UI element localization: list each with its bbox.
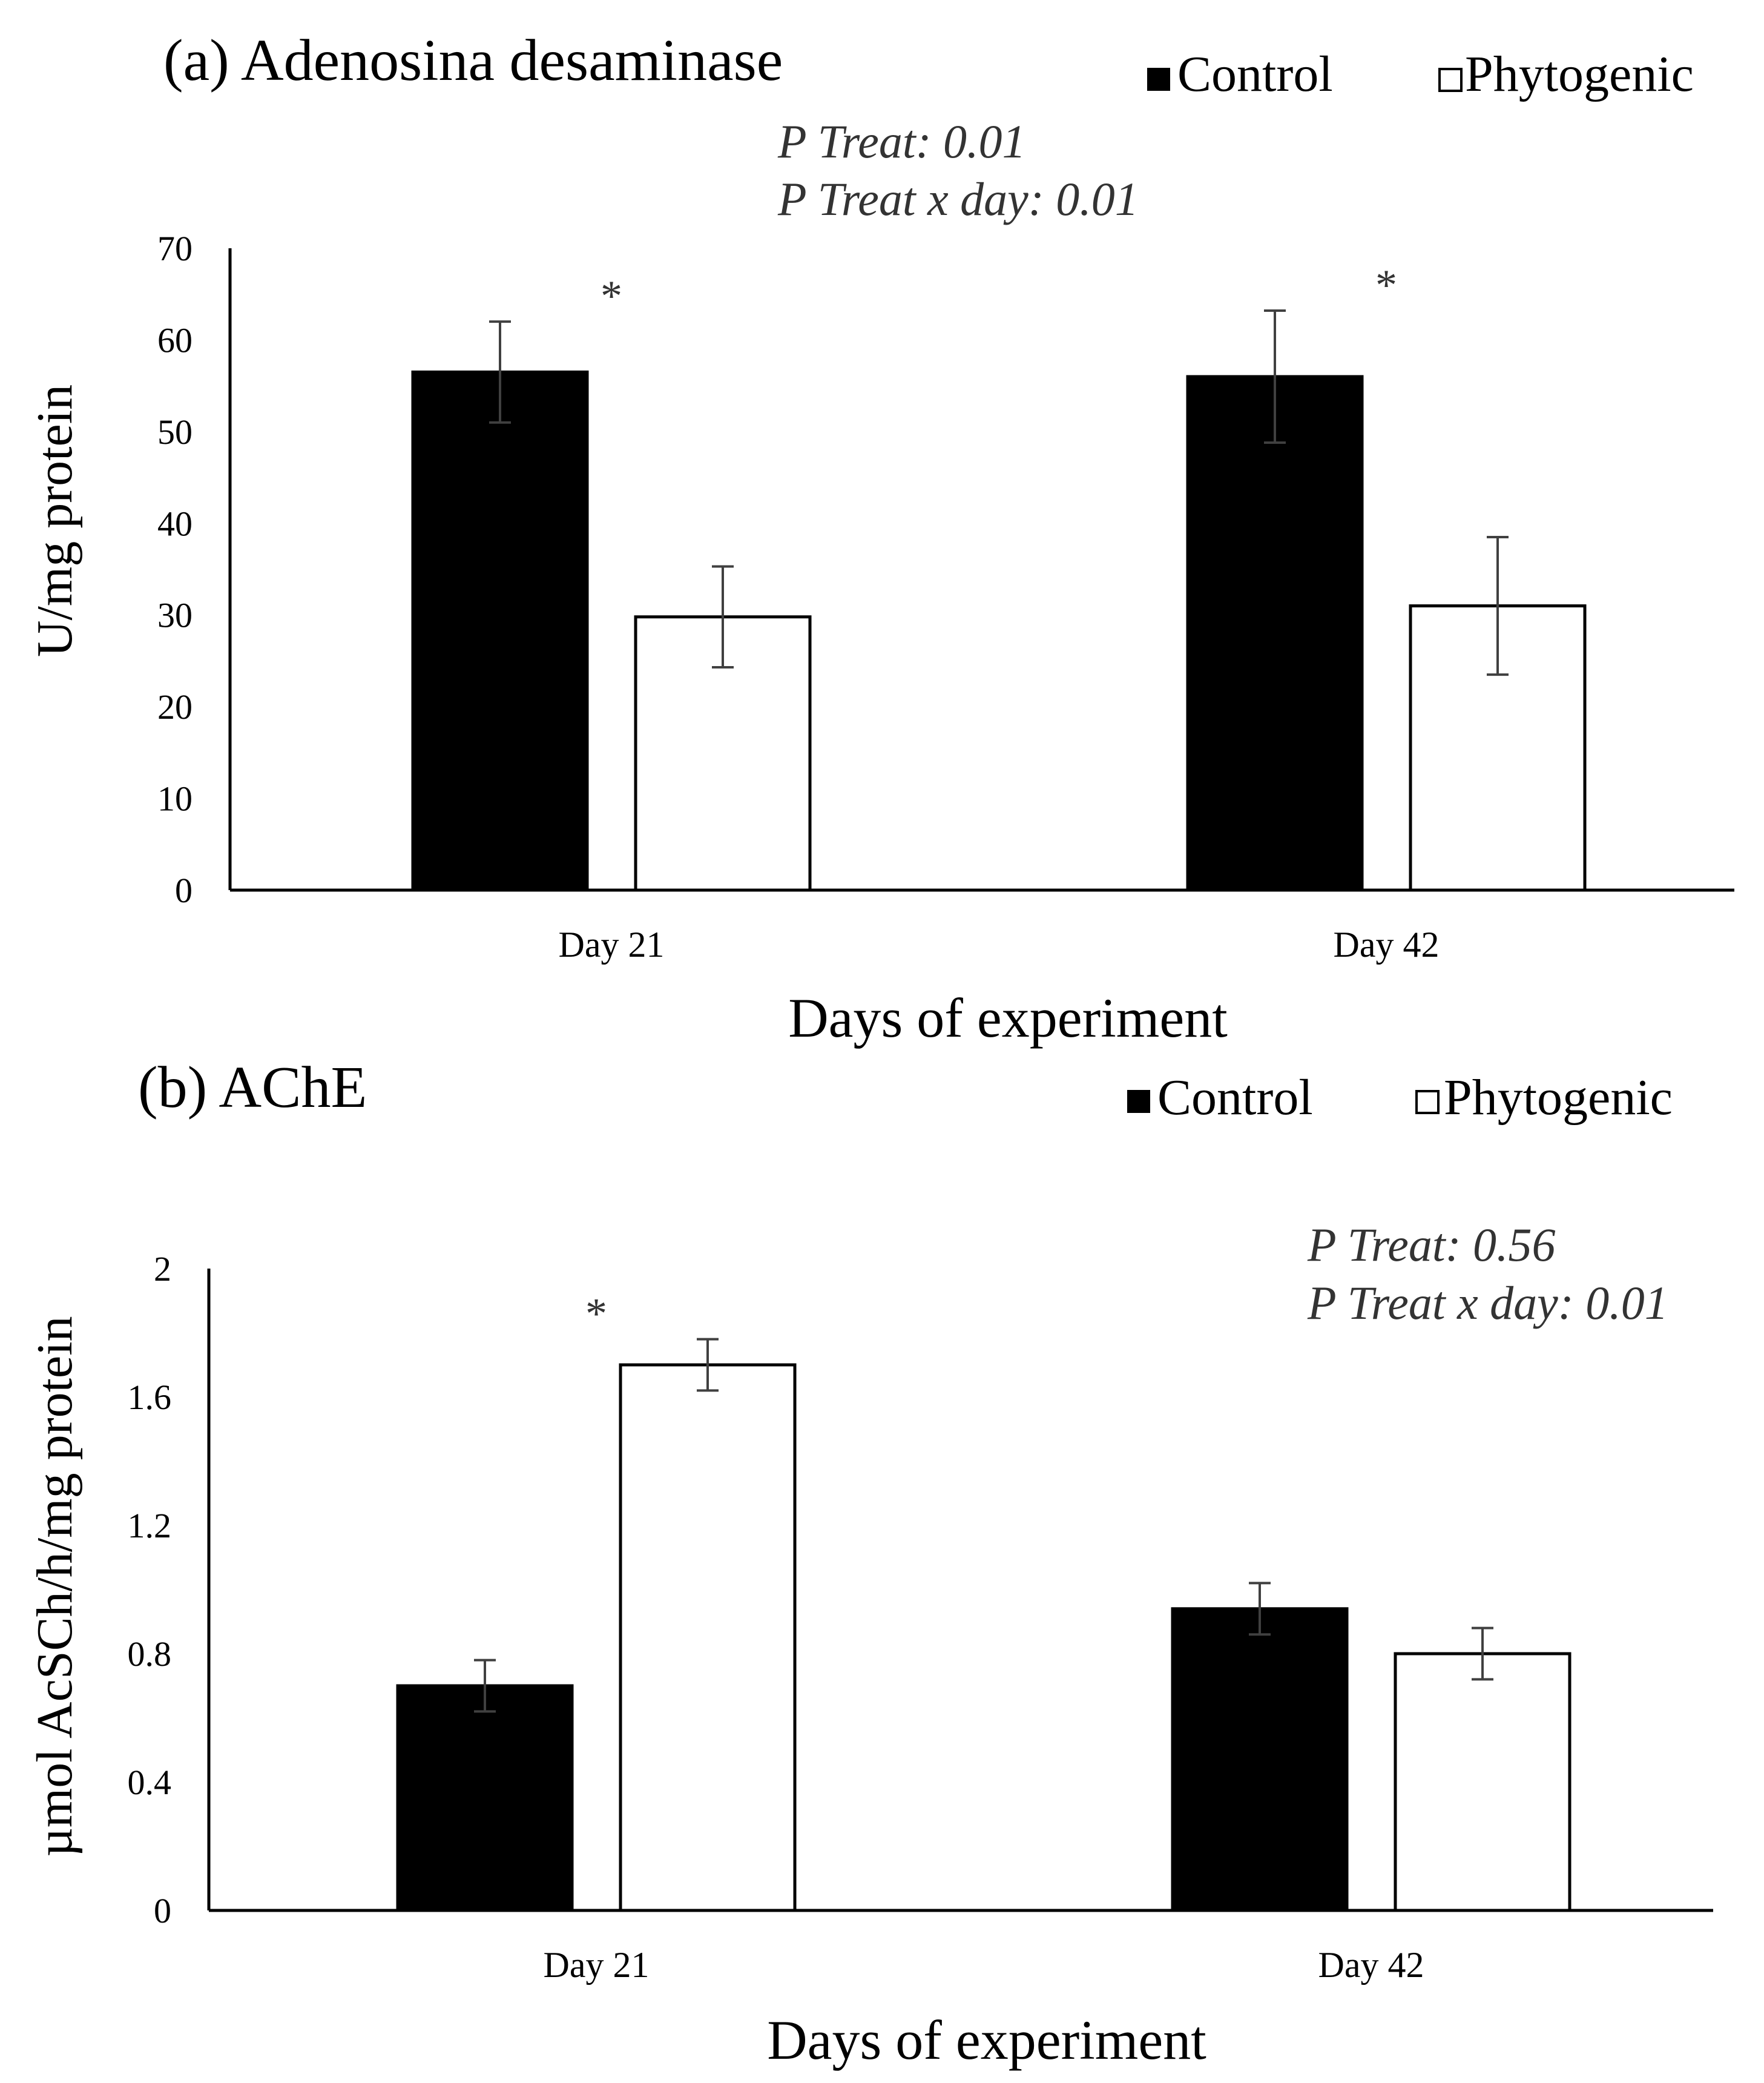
panel-a-chart: (a) Adenosina desaminase Control Phytoge… xyxy=(27,28,1734,1049)
stats-annotation-treat: P Treat: 0.56 xyxy=(1307,1218,1556,1271)
legend-label-phytogenic: Phytogenic xyxy=(1444,1069,1673,1126)
x-tick-label: Day 42 xyxy=(1318,1945,1424,1985)
y-tick-label: 50 xyxy=(157,412,193,452)
bar-phytogenic-2 xyxy=(1394,1652,1571,1912)
y-tick-label: 10 xyxy=(157,779,193,819)
significance-marker: * xyxy=(585,1290,607,1338)
legend: Control Phytogenic xyxy=(1147,46,1694,102)
panel-b-chart: (b) AChE Control Phytogenic P Treat: 0.5… xyxy=(27,1055,1713,2071)
y-axis-label: U/mg protein xyxy=(27,385,83,657)
y-tick-label: 1.6 xyxy=(128,1378,172,1417)
y-tick-label: 40 xyxy=(157,504,193,543)
y-tick-label: 30 xyxy=(157,596,193,635)
legend-swatch-phytogenic xyxy=(1438,68,1463,92)
bar-control-1 xyxy=(396,1684,574,1912)
y-tick-label: 1.2 xyxy=(128,1506,172,1545)
legend-swatch-phytogenic xyxy=(1415,1090,1440,1114)
stats-annotation-treat: P Treat: 0.01 xyxy=(777,115,1026,168)
bar-control-1 xyxy=(411,370,589,892)
y-tick-label: 60 xyxy=(157,320,193,360)
y-tick-label: 2 xyxy=(154,1249,171,1289)
x-tick-label: Day 42 xyxy=(1334,925,1440,965)
y-tick-label: 0 xyxy=(175,871,193,910)
chart-title: (b) AChE xyxy=(138,1055,367,1120)
y-axis-label: µmol AcSCh/h/mg protein xyxy=(27,1316,83,1857)
plot-area: 0 0.4 0.8 1.2 1.6 2 Day 21 Day 42 * xyxy=(128,1249,1713,1985)
bar-control-2 xyxy=(1171,1607,1349,1912)
x-tick-label: Day 21 xyxy=(559,925,665,965)
x-tick-label: Day 21 xyxy=(544,1945,650,1985)
legend-swatch-control xyxy=(1127,1090,1150,1113)
significance-marker: * xyxy=(1375,261,1397,309)
significance-marker: * xyxy=(601,272,622,320)
bar-phytogenic-1 xyxy=(619,1363,797,1912)
stats-annotation-interaction: P Treat x day: 0.01 xyxy=(1307,1276,1668,1329)
plot-area: 0 10 20 30 40 50 60 70 Day 21 Day 42 * * xyxy=(157,229,1734,965)
x-axis-label: Days of experiment xyxy=(767,2009,1206,2071)
legend-label-control: Control xyxy=(1177,46,1333,102)
y-tick-label: 0.8 xyxy=(128,1634,172,1674)
y-tick-label: 20 xyxy=(157,687,193,727)
legend-label-phytogenic: Phytogenic xyxy=(1465,46,1694,102)
y-tick-label: 70 xyxy=(157,229,193,268)
x-axis-label: Days of experiment xyxy=(788,987,1228,1049)
legend-swatch-control xyxy=(1147,68,1170,91)
bar-control-2 xyxy=(1186,375,1364,892)
chart-title: (a) Adenosina desaminase xyxy=(163,28,783,93)
y-tick-label: 0.4 xyxy=(128,1763,172,1802)
stats-annotation-interaction: P Treat x day: 0.01 xyxy=(777,173,1139,225)
legend: Control Phytogenic xyxy=(1127,1069,1673,1126)
legend-label-control: Control xyxy=(1157,1069,1313,1126)
y-tick-label: 0 xyxy=(154,1891,171,1930)
